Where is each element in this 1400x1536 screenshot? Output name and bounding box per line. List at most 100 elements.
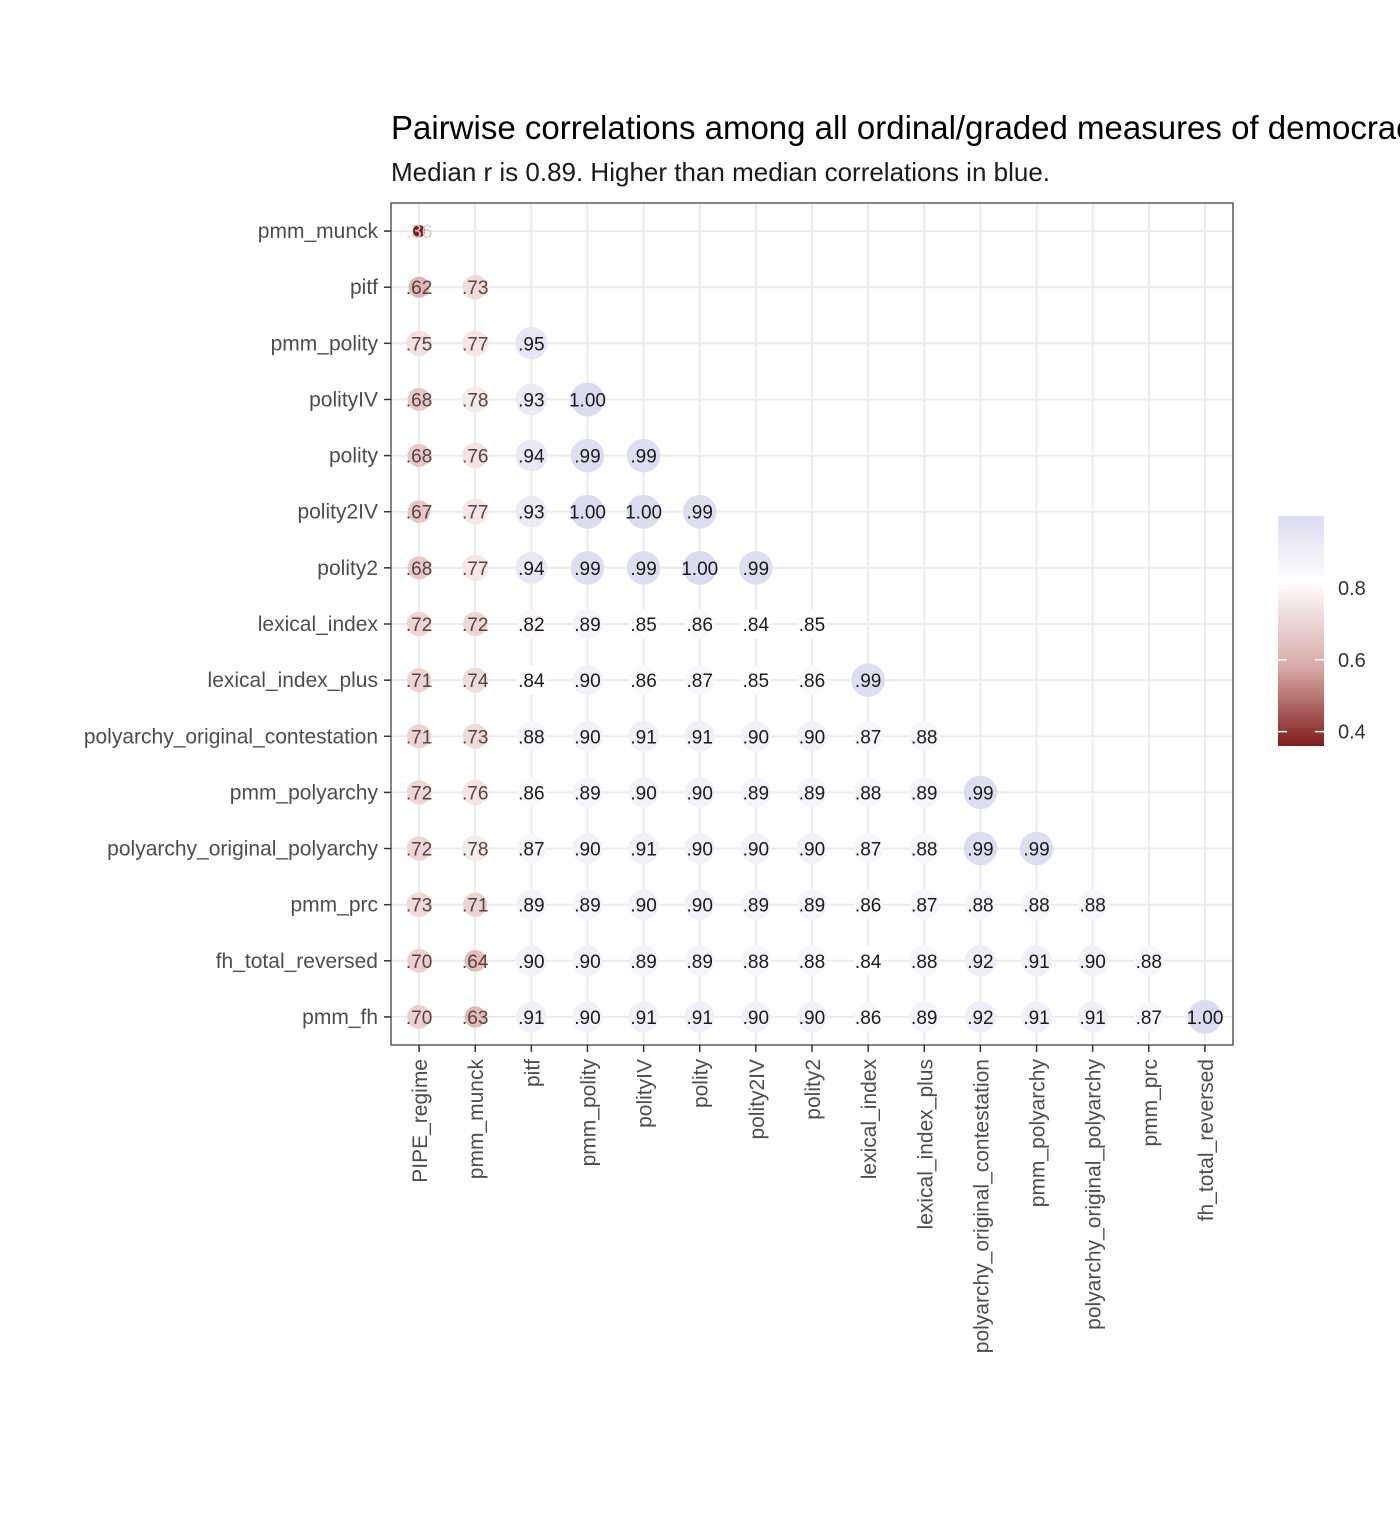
correlation-label: .89 [574,896,600,917]
x-tick-label: fh_total_reversed [1195,1059,1218,1221]
correlation-label: .90 [743,1008,769,1029]
correlation-point [853,777,884,808]
correlation-point [628,665,659,695]
x-tick-label: polyarchy_original_polyarchy [1083,1059,1106,1330]
correlation-label: .92 [967,1008,993,1029]
correlation-point [740,833,772,864]
correlation-label: .86 [855,896,881,917]
correlation-point [1019,831,1054,866]
correlation-point [796,720,828,752]
correlation-label: .88 [855,783,881,804]
correlation-label: .90 [743,727,769,748]
correlation-point [740,777,771,808]
correlation-label: 1.00 [569,390,606,411]
correlation-point [406,611,432,637]
x-tick-label: PIPE_regime [409,1059,432,1183]
correlation-label: 1.00 [1186,1008,1223,1029]
correlation-point [406,780,432,805]
correlation-point [684,945,715,976]
x-tick-label: lexical_index [858,1059,881,1180]
correlation-point [740,1001,772,1033]
correlation-label: .88 [911,840,937,861]
correlation-label: .85 [630,615,656,636]
correlation-point [462,723,488,749]
correlation-point [572,1001,603,1033]
correlation-label: .89 [911,1008,937,1029]
correlation-label: .94 [518,447,545,468]
correlation-label: .90 [574,840,600,861]
correlation-point [407,444,431,468]
correlation-label: 1.00 [681,559,718,580]
correlation-point [570,551,605,585]
correlation-point [462,442,489,469]
correlation-label: .91 [687,1008,713,1029]
y-tick-label: lexical_index [258,613,379,636]
correlation-label: .95 [518,334,544,355]
correlation-point [853,721,883,752]
correlation-point [909,777,940,808]
correlation-point [1077,1001,1109,1033]
correlation-label: .86 [799,671,825,692]
correlation-point [572,720,603,752]
correlation-label: .72 [462,615,488,636]
correlation-point [963,775,998,810]
correlation-point [909,945,940,976]
y-tick-label: pmm_polyarchy [230,781,379,804]
correlation-label: .89 [574,783,600,804]
correlation-point [963,831,998,866]
correlation-label: .90 [574,1008,600,1029]
correlation-point [407,1005,431,1029]
correlation-label: .88 [967,896,993,917]
y-tick-label: polity2 [317,557,378,580]
correlation-label: .76 [462,783,488,804]
x-tick-label: pmm_polyarchy [1027,1059,1050,1208]
correlation-label: .68 [406,447,432,468]
correlation-label: 1.00 [569,503,606,524]
correlation-label: .78 [462,840,488,861]
correlation-point [851,663,885,697]
correlation-label: .99 [630,447,656,468]
correlation-label: .86 [630,671,656,692]
correlation-label: .85 [743,671,769,692]
correlation-label: .99 [743,559,769,580]
correlation-label: .89 [630,952,656,973]
correlation-label: .91 [630,727,656,748]
correlation-point [740,720,772,752]
correlation-label: .90 [687,783,713,804]
correlation-label: .90 [1079,952,1105,973]
correlation-point [797,609,827,639]
correlation-point [462,498,489,525]
correlation-point [741,609,771,639]
correlation-label: .62 [406,278,432,299]
correlation-point [572,889,603,920]
x-tick-label: polyarchy_original_contestation [970,1059,993,1353]
correlation-point [628,777,659,808]
correlation-point [515,495,548,528]
correlation-label: .67 [406,503,432,524]
correlation-label: .88 [1136,952,1162,973]
correlation-point [572,608,603,640]
correlation-label: .89 [743,783,769,804]
correlation-point [684,1001,716,1033]
correlation-point [407,556,431,580]
x-tick-label: polityIV [634,1059,657,1128]
correlation-point [1021,1001,1053,1033]
correlation-point [740,889,771,920]
correlation-label: .91 [518,1008,544,1029]
color-legend: 0.4 0.6 0.8 [1278,516,1366,746]
correlation-point [407,948,431,973]
correlation-label: .91 [630,1008,656,1029]
y-tick-label: pmm_polity [271,332,379,355]
correlation-point [515,327,548,360]
x-tick-label: pitf [521,1059,544,1087]
correlation-point [853,946,883,976]
legend-break-label: 0.4 [1338,722,1366,744]
correlation-label: .64 [462,952,489,973]
chart-subtitle: Median r is 0.89. Higher than median cor… [391,157,1051,187]
correlation-point [462,667,488,693]
correlation-point [462,611,488,637]
y-tick-label: polyarchy_original_contestation [84,725,378,748]
x-tick-label: polity2 [802,1059,825,1120]
correlation-point [406,330,432,357]
correlation-label: .77 [462,559,488,580]
